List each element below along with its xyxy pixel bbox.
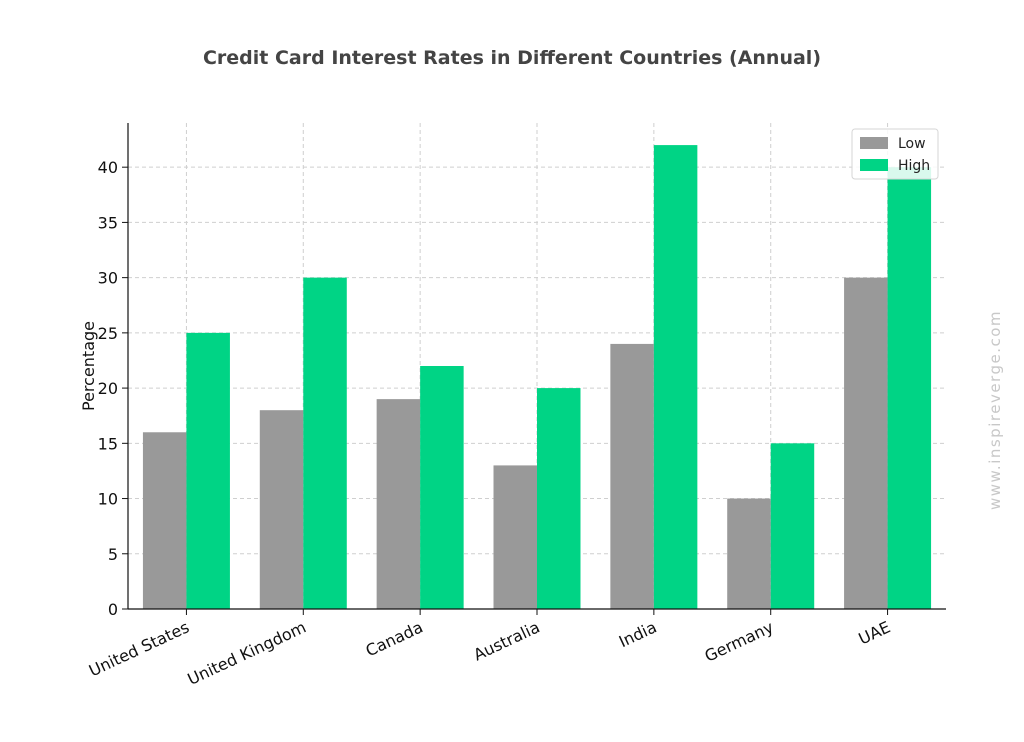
y-tick-label: 0 xyxy=(108,600,118,619)
y-axis-label: Percentage xyxy=(79,321,98,411)
chart-title: Credit Card Interest Rates in Different … xyxy=(203,47,821,69)
x-tick-label: Australia xyxy=(471,617,543,664)
bar-high-united-kingdom xyxy=(303,277,347,609)
y-tick-label: 30 xyxy=(98,269,118,288)
x-tick-label: Germany xyxy=(702,617,777,665)
legend-label-high: High xyxy=(898,158,930,174)
bars xyxy=(142,145,932,609)
legend-swatch-low xyxy=(860,137,888,149)
x-tick-label: United States xyxy=(86,617,192,680)
y-ticks: 0 5 10 15 20 25 30 35 40 xyxy=(98,158,128,619)
x-tick-label: United Kingdom xyxy=(185,617,309,688)
x-tick-label: India xyxy=(616,617,660,651)
bar-high-germany xyxy=(770,443,815,609)
y-tick-label: 10 xyxy=(98,490,118,509)
legend-label-low: Low xyxy=(898,136,926,152)
bar-low-uae xyxy=(844,277,888,609)
legend-swatch-high xyxy=(860,159,888,171)
bar-high-australia xyxy=(537,388,581,609)
bar-high-india xyxy=(653,145,698,609)
x-tick-label: UAE xyxy=(856,617,894,648)
bar-low-united-kingdom xyxy=(259,410,304,609)
bar-high-canada xyxy=(420,366,464,609)
y-tick-label: 5 xyxy=(108,545,118,564)
bar-high-united-states xyxy=(186,332,230,609)
watermark: www.inspireverge.com xyxy=(986,310,1004,510)
bar-low-australia xyxy=(493,465,537,609)
bar-low-india xyxy=(610,343,654,609)
y-tick-label: 40 xyxy=(98,158,118,177)
y-tick-label: 25 xyxy=(98,324,118,343)
x-tick-label: Canada xyxy=(363,617,426,660)
y-tick-label: 35 xyxy=(98,213,118,232)
bar-low-canada xyxy=(376,399,421,609)
y-tick-label: 20 xyxy=(98,379,118,398)
bar-low-germany xyxy=(727,498,771,609)
bar-high-uae xyxy=(887,167,932,609)
y-tick-label: 15 xyxy=(98,434,118,453)
bar-low-united-states xyxy=(142,432,187,609)
legend: Low High xyxy=(851,128,939,180)
